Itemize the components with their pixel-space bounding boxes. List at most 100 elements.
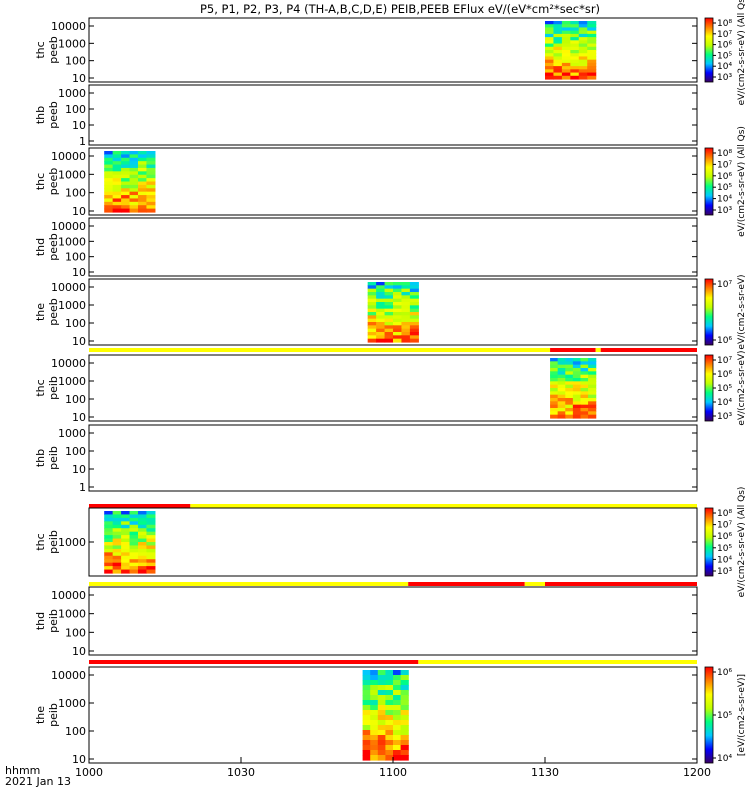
spectrogram-cell [104,552,114,557]
spectrogram-cell [587,50,597,54]
spectrogram-cell [393,715,402,721]
spectrogram-cell [553,33,563,38]
spectrogram-block [104,511,156,574]
spectrogram-cell [393,680,402,686]
spectrogram-cell [578,72,588,77]
spectrogram-cell [370,750,379,756]
panel-the-peeb: 10 100 1000 10000 the peeb 10⁶ 10⁷ eV/(cm2-s-sr-… [34,274,747,349]
spectrogram-cell [385,685,394,691]
spectrogram-cell [588,378,597,382]
status-bar [89,348,697,352]
spectrogram-cell [377,690,386,696]
spectrogram-cell [550,388,559,392]
spectrogram-cell [570,40,580,45]
spectrogram-cell [565,368,574,372]
spectrogram-cell [588,374,597,379]
spectrogram-cell [393,302,403,306]
spectrogram-cell [104,208,114,213]
spectrogram-cell [104,164,114,169]
spectrogram-cell [104,191,114,196]
spectrogram-cell [545,43,555,48]
spectrogram-cell [572,404,582,409]
spectrogram-cell [393,292,403,296]
y-tick-label: 1000 [58,375,86,388]
spectrogram-cell [104,562,114,567]
time-tick-label: 1200 [683,766,711,779]
spectrogram-cell [121,184,131,189]
spectrogram-cell [565,394,574,399]
spectrogram-cell [370,720,379,726]
spectrogram-cell [146,521,156,526]
spectrogram-cell [578,66,588,70]
spectrogram-cell [588,391,597,396]
colorbar-label: eV/(cm2-s-sr-eV) [737,274,747,349]
spectrogram-cell [112,511,122,516]
spectrogram-cell [377,750,386,756]
spectrogram-cell [401,302,411,306]
spectrogram-cell [370,705,379,711]
spectrogram-cell [409,322,419,326]
spectrogram-cell [129,552,139,557]
spectrogram-cell [565,371,574,376]
spectrogram-cell [129,548,139,553]
spectrogram-cell [401,305,411,310]
spectrogram-cell [370,745,379,751]
spectrogram-cell [580,364,589,369]
spectrogram-cell [376,295,386,300]
spectrogram-cell [400,720,409,726]
panel-probe-label: thb [34,449,47,467]
spectrogram-cell [384,298,394,303]
spectrogram-cell [376,325,386,330]
spectrogram-cell [384,292,394,296]
spectrogram-cell [137,569,148,574]
spectrogram-cell [121,552,131,557]
y-tick-label: 100 [65,445,86,458]
panel-frame [88,278,698,346]
y-tick-label: 1000 [58,608,86,621]
colorbar-tick-label: 10⁸ [717,509,732,519]
spectrogram-cell [545,69,555,74]
spectrogram-cell [557,368,566,372]
spectrogram-cell [401,295,411,300]
spectrogram-cell [393,338,403,343]
spectrogram-cell [384,288,394,293]
spectrogram-cell [401,312,411,316]
spectrogram-cell [376,298,386,303]
spectrogram-cell [146,188,156,193]
spectrogram-cell [393,332,403,336]
spectrogram-cell [553,46,563,51]
spectrogram-cell [561,21,571,25]
y-tick-label: 10 [72,205,86,218]
spectrogram-cell [367,332,377,336]
spectrogram-cell [553,27,563,32]
spectrogram-cell [121,517,131,522]
spectrogram-cell [393,690,402,696]
spectrogram-cell [570,66,580,70]
spectrogram-block [545,21,597,80]
time-tick-label: 1130 [531,766,559,779]
spectrogram-cell [393,755,402,761]
spectrogram-cell [362,735,371,741]
spectrogram-cell [570,30,580,35]
spectrogram-cell [401,288,411,293]
spectrogram-cell [557,381,566,386]
spectrogram-cell [570,37,580,41]
spectrogram-cell [146,552,156,557]
colorbar-scale [704,17,714,83]
spectrogram-cell [588,401,597,406]
spectrogram-cell [146,178,156,183]
colorbar-tick-label: 10⁵ [717,384,732,394]
panel-probe-label: thd [34,612,47,630]
spectrogram-cell [557,384,566,389]
spectrogram-cell [565,404,574,409]
panel-probe-label: thc [34,533,47,550]
spectrogram-cell [401,322,411,326]
spectrogram-cell [400,755,409,761]
spectrogram-cell [401,328,411,333]
spectrogram-cell [129,161,139,166]
spectrogram-cell [393,308,403,313]
y-tick-label: 100 [65,251,86,264]
spectrogram-cell [121,171,131,176]
spectrogram-cell [376,328,386,333]
